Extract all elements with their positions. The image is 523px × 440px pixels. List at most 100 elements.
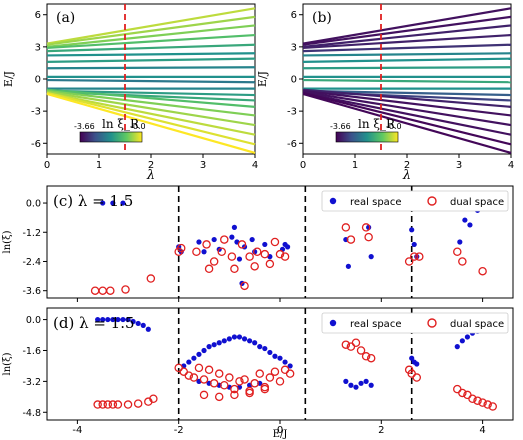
panel-c-ylabel: ln(ξ) bbox=[2, 230, 13, 253]
real-space-point bbox=[249, 236, 255, 243]
panel-a-line bbox=[46, 78, 256, 84]
dual-space-point bbox=[108, 400, 118, 409]
panel-c-label: (c) λ = 1.5 bbox=[53, 192, 133, 210]
panel-a-line bbox=[46, 43, 256, 53]
panel-b-lines bbox=[302, 7, 512, 154]
real-space-point bbox=[257, 344, 263, 350]
panel-b-line bbox=[302, 92, 512, 154]
x-tick-label: 0 bbox=[277, 425, 283, 436]
panel-b-line bbox=[302, 43, 512, 53]
real-space-point bbox=[252, 340, 258, 346]
dual-space-point bbox=[260, 384, 270, 394]
real-space-point bbox=[191, 355, 197, 361]
dual-space-point bbox=[184, 371, 194, 380]
panel-d-legend: real space dual space bbox=[321, 312, 509, 334]
panel-a-colorbar bbox=[79, 131, 143, 143]
panel-a-cbar-label: ln ξ_R bbox=[102, 117, 140, 131]
panel-a-lines bbox=[46, 7, 256, 154]
dual-space-point bbox=[225, 373, 234, 382]
dual-space-point bbox=[488, 402, 497, 411]
panel-b-line bbox=[302, 57, 512, 63]
y-tick-label: 0 bbox=[35, 75, 41, 86]
real-space-point bbox=[267, 349, 273, 356]
panel-d: -4 -2 0 2 4 0.0 -1.6 -3.2 -4.8 (d) λ = 1.5 real … bbox=[2, 307, 514, 440]
y-tick-label: 6 bbox=[291, 10, 297, 21]
panel-b-label: (b) bbox=[312, 10, 332, 26]
y-tick-label: -1.6 bbox=[22, 346, 41, 357]
dual-space-point bbox=[98, 400, 107, 409]
real-space-point bbox=[459, 338, 465, 344]
real-space-point bbox=[221, 338, 227, 344]
y-tick-label: -3.2 bbox=[22, 377, 41, 388]
panel-c-ticks: 0.0 -1.2 -2.4 -3.6 bbox=[22, 199, 484, 302]
dual-space-point bbox=[412, 373, 422, 382]
y-tick-label: -6 bbox=[287, 139, 297, 150]
panel-a-line bbox=[46, 66, 256, 70]
real-space-point bbox=[211, 342, 217, 348]
real-space-point bbox=[100, 316, 106, 323]
panel-a-line bbox=[46, 24, 256, 48]
x-tick-label: 4 bbox=[479, 425, 485, 436]
y-tick-label: -3 bbox=[31, 107, 41, 118]
real-space-point bbox=[348, 382, 354, 388]
dual-space-point bbox=[227, 252, 237, 261]
panel-b-line bbox=[302, 15, 512, 46]
real-space-point bbox=[201, 249, 207, 255]
real-space-point bbox=[414, 361, 420, 367]
panel-b-line bbox=[302, 91, 512, 136]
real-space-point bbox=[196, 351, 202, 357]
dual-space-point bbox=[351, 338, 361, 348]
x-tick-label: 2 bbox=[148, 160, 154, 171]
dual-space-point bbox=[458, 257, 467, 266]
panel-a-cbar-min: -3.66 bbox=[74, 122, 95, 131]
x-tick-label: 3 bbox=[456, 160, 462, 171]
y-tick-label: 3 bbox=[35, 42, 41, 53]
panel-b-line bbox=[302, 89, 512, 117]
panel-a-line bbox=[46, 52, 256, 57]
panel-c-legend-dual-marker bbox=[427, 196, 437, 206]
dual-space-point bbox=[265, 373, 275, 382]
real-space-point bbox=[358, 380, 364, 386]
panel-b-xlabel: λ bbox=[402, 168, 411, 183]
real-space-point bbox=[467, 222, 473, 228]
dual-space-point bbox=[260, 249, 270, 259]
panel-b-cbar-min: -3.66 bbox=[330, 122, 351, 131]
dual-space-point bbox=[478, 398, 487, 407]
panel-a-line bbox=[46, 90, 256, 127]
dual-space-point bbox=[415, 252, 424, 261]
dual-space-point bbox=[468, 394, 477, 404]
dual-space-point bbox=[209, 379, 219, 388]
panel-d-legend-dual-marker bbox=[427, 318, 437, 328]
y-tick-label: 0.0 bbox=[26, 315, 41, 326]
panel-b-line bbox=[302, 33, 512, 50]
panel-d-ylabel: ln(ξ) bbox=[2, 352, 13, 375]
real-space-point bbox=[231, 224, 238, 230]
panel-d-legend-box bbox=[321, 312, 509, 334]
real-space-point bbox=[95, 316, 101, 323]
panel-a-line bbox=[46, 91, 256, 146]
x-tick-label: 2 bbox=[378, 425, 384, 436]
y-tick-label: 0.0 bbox=[26, 199, 41, 210]
y-tick-label: -6 bbox=[31, 139, 41, 150]
y-tick-label: -2.4 bbox=[22, 257, 41, 268]
x-tick-label: 4 bbox=[508, 160, 514, 171]
panel-a-line bbox=[46, 88, 256, 108]
dual-space-point bbox=[341, 223, 351, 232]
dual-space-point bbox=[364, 232, 373, 242]
dual-space-point bbox=[341, 340, 351, 349]
real-space-point bbox=[110, 316, 116, 323]
real-space-point bbox=[231, 334, 238, 340]
panel-d-legend-dual: dual space bbox=[450, 319, 504, 330]
panel-d-label: (d) λ = 1.5 bbox=[53, 314, 135, 332]
panel-b-colorbar bbox=[335, 131, 399, 143]
y-tick-label: -4.8 bbox=[22, 408, 41, 419]
panel-a-line bbox=[46, 91, 256, 136]
dual-space-point bbox=[270, 367, 280, 376]
dual-space-point bbox=[346, 235, 356, 244]
real-space-point bbox=[100, 200, 106, 206]
dual-space-point bbox=[93, 400, 102, 409]
dual-space-point bbox=[237, 240, 247, 249]
dual-space-point bbox=[361, 352, 371, 361]
dual-space-point bbox=[199, 375, 209, 384]
real-space-point bbox=[211, 236, 217, 243]
